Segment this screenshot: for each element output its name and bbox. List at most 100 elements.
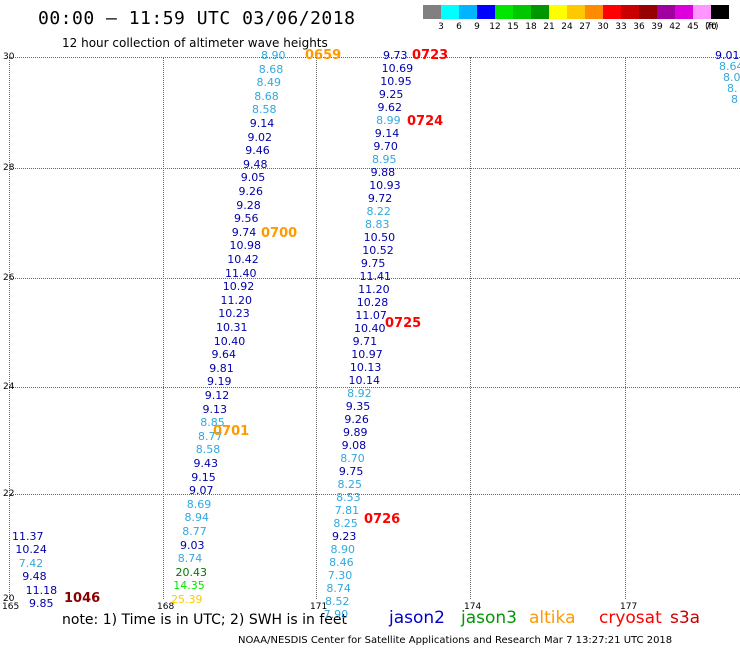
longitude-gridline	[316, 57, 317, 599]
swh-value: 14.35	[173, 579, 205, 593]
latitude-gridline	[9, 387, 740, 388]
legend-cryosat: cryosat	[599, 608, 662, 628]
swh-value: 9.05	[240, 171, 266, 185]
swh-value: 10.40	[213, 334, 246, 348]
swh-value: 8.58	[195, 443, 221, 457]
color-scale-tick: 30	[597, 22, 609, 32]
swh-value: 9.14	[249, 117, 275, 130]
swh-value: 11.18	[25, 583, 58, 597]
lat-label-28: 28	[3, 163, 15, 173]
color-swatch	[711, 5, 729, 19]
pass-time-label: 0725	[385, 316, 422, 331]
longitude-gridline	[625, 57, 626, 599]
swh-value: 9.85	[29, 597, 54, 610]
pass-time-label: 0724	[407, 114, 444, 129]
color-scale-tick: 33	[615, 22, 627, 32]
color-scale-tick: 70	[705, 22, 717, 32]
color-scale-tick: 42	[669, 22, 681, 32]
swh-value: 8.90	[261, 49, 286, 62]
lon-label-177: 177	[620, 602, 638, 612]
swh-value: 8.92	[347, 387, 372, 400]
footnote: note: 1) Time is in UTC; 2) SWH is in fe…	[62, 612, 348, 628]
swh-value: 9.26	[238, 185, 264, 198]
color-scale-tick: 45	[687, 22, 699, 32]
color-scale-tick: 24	[561, 22, 573, 32]
swh-value: 8.69	[186, 497, 212, 511]
map-panel[interactable]	[9, 57, 740, 599]
swh-value: 11.20	[220, 293, 253, 307]
swh-value: 7.90	[323, 608, 349, 621]
lat-label-30: 30	[3, 52, 15, 62]
swh-value: 10.95	[380, 75, 412, 88]
swh-value: 10.93	[369, 179, 401, 192]
swh-value: 9.23	[331, 530, 357, 543]
swh-value: 8.85	[200, 416, 225, 430]
lon-label-174: 174	[464, 602, 482, 612]
swh-value: 10.97	[351, 348, 383, 361]
color-scale-unit: (ft)	[705, 22, 719, 32]
color-swatch	[423, 5, 441, 19]
swh-value: 10.24	[15, 543, 47, 557]
pass-time-label: 0701	[213, 424, 250, 439]
pass-time-label: 0700	[261, 226, 298, 241]
swh-value: 8.70	[340, 452, 365, 465]
color-scale-bar	[423, 5, 729, 19]
swh-value: 8.64	[719, 60, 740, 73]
pass-time-label: 0723	[412, 48, 449, 63]
swh-value: 8	[731, 93, 738, 106]
swh-value: 8.52	[325, 595, 350, 608]
color-scale-tick: 18	[525, 22, 537, 32]
swh-value: 8.58	[252, 103, 277, 117]
swh-value: 10.14	[348, 374, 381, 387]
lat-label-22: 22	[3, 489, 15, 499]
swh-value: 9.28	[236, 198, 261, 212]
color-swatch	[603, 5, 621, 19]
swh-value: 9.88	[370, 166, 396, 179]
swh-value: 8.	[727, 82, 738, 95]
swh-value: 10.50	[363, 231, 396, 244]
color-swatch	[513, 5, 531, 19]
swh-value: 9.64	[211, 348, 237, 362]
swh-value: 8.95	[371, 153, 397, 166]
swh-value: 10.42	[227, 253, 259, 266]
color-swatch	[477, 5, 495, 19]
swh-value: 8.74	[326, 582, 351, 595]
swh-value: 9.74	[231, 225, 257, 239]
swh-value: 9.81	[209, 361, 234, 375]
swh-value: 8.99	[376, 114, 401, 127]
swh-value: 9.46	[245, 144, 270, 158]
color-scale-tick: 15	[507, 22, 519, 32]
color-swatch	[675, 5, 693, 19]
swh-value: 8.77	[182, 525, 207, 538]
swh-value: 9.73	[383, 49, 408, 62]
swh-value: 8.90	[330, 543, 356, 556]
swh-value: 9.26	[344, 413, 369, 426]
swh-value: 7.30	[327, 569, 353, 582]
color-swatch	[621, 5, 639, 19]
latitude-gridline	[9, 57, 740, 58]
swh-value: 9.02	[247, 130, 273, 144]
pass-time-label: 0726	[364, 512, 401, 527]
swh-value: 8.77	[198, 429, 223, 443]
latitude-gridline	[9, 494, 740, 495]
color-scale-tick: 27	[579, 22, 591, 32]
swh-value: 7.42	[18, 556, 44, 570]
color-scale-tick: 9	[474, 22, 480, 32]
swh-value: 8.74	[177, 552, 203, 566]
swh-value: 9.75	[338, 465, 364, 478]
swh-value: 9.08	[341, 439, 367, 452]
swh-value: 11.37	[12, 530, 44, 543]
swh-value: 9.48	[243, 157, 268, 171]
swh-value: 9.01	[715, 49, 740, 62]
latitude-gridline	[9, 278, 740, 279]
swh-value: 9.62	[377, 101, 402, 114]
swh-value: 8.46	[329, 556, 354, 569]
lon-label-165: 165	[2, 602, 20, 612]
swh-value: 10.98	[229, 239, 262, 253]
swh-value: 11.41	[359, 270, 392, 283]
swh-value: 8.25	[333, 517, 358, 530]
swh-value: 9.70	[373, 140, 398, 153]
chart-subtitle: 12 hour collection of altimeter wave hei…	[62, 36, 328, 50]
lon-label-171: 171	[310, 602, 328, 612]
latitude-gridline	[9, 168, 740, 169]
